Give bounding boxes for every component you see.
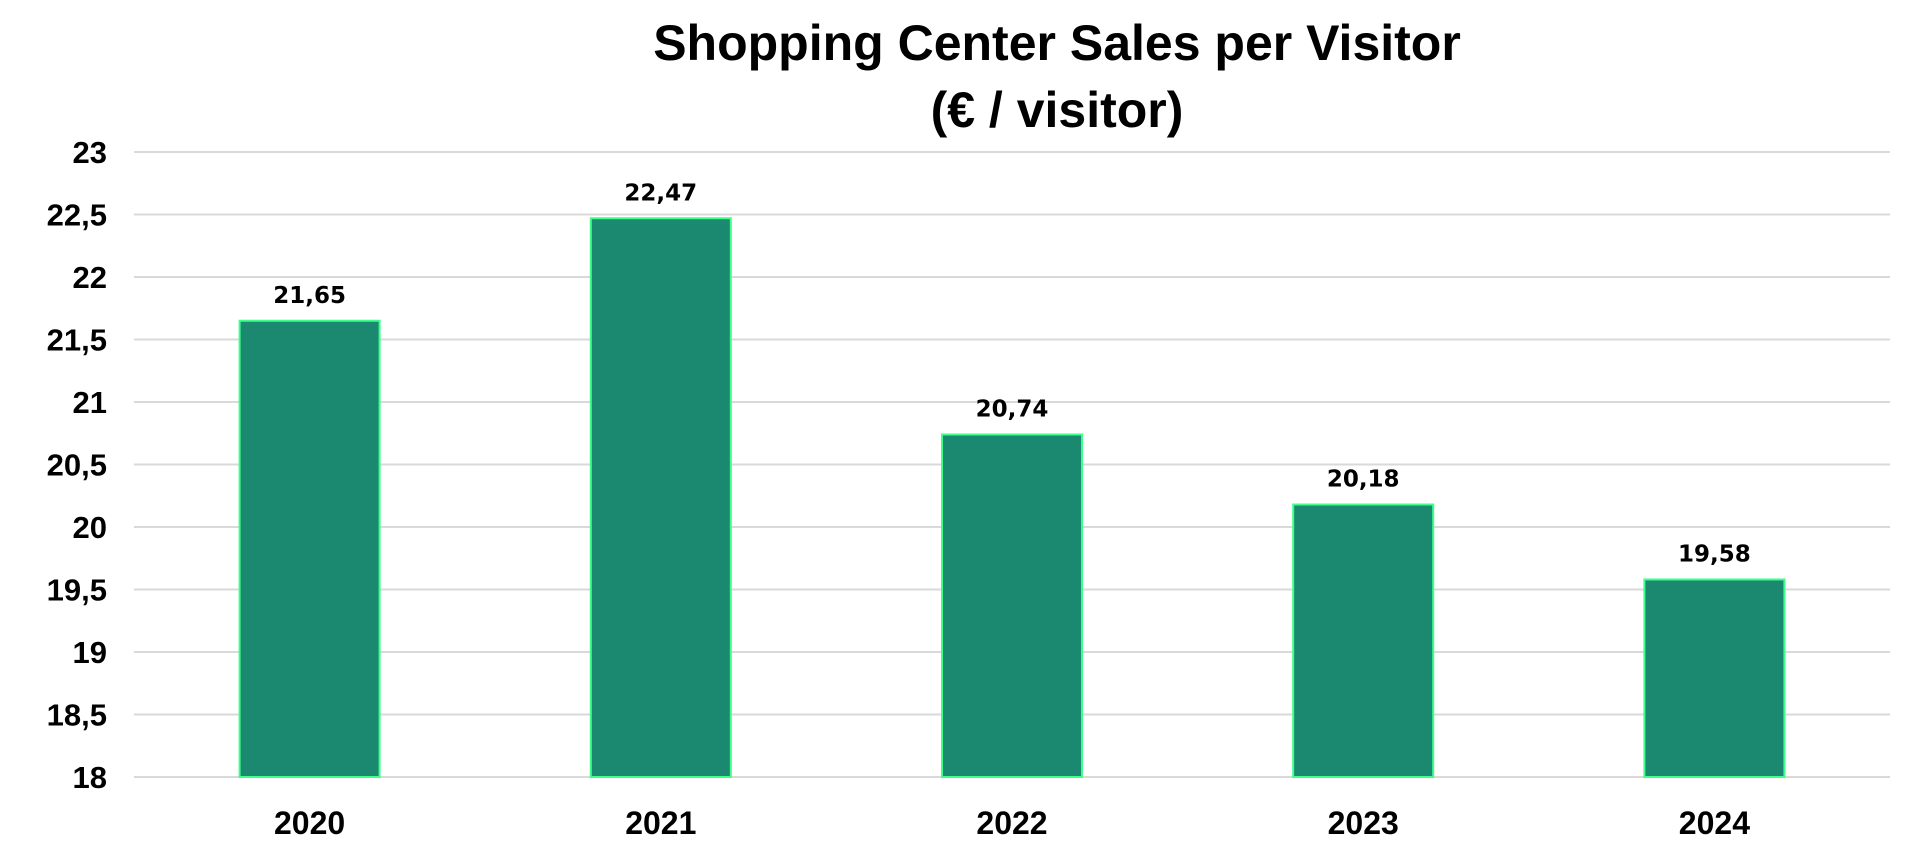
y-tick-label: 20 (73, 510, 107, 545)
y-tick-label: 21,5 (47, 323, 107, 358)
y-tick-label: 22 (73, 260, 107, 295)
data-label: 20,74 (976, 397, 1049, 423)
x-axis-ticks: 2020 2021 2022 2023 2024 (274, 805, 1750, 841)
x-tick-label: 2020 (274, 805, 345, 841)
bar-2022 (941, 433, 1083, 778)
data-label: 21,65 (273, 283, 346, 309)
data-label: 22,47 (624, 180, 697, 206)
y-tick-label: 18,5 (47, 698, 107, 733)
y-tick-label: 20,5 (47, 448, 107, 483)
x-tick-label: 2022 (976, 805, 1047, 841)
x-tick-label: 2021 (625, 805, 696, 841)
data-labels: 21,65 22,47 20,74 20,18 19,58 (273, 180, 1751, 567)
data-label: 20,18 (1327, 467, 1400, 493)
chart-title-line-2: (€ / visitor) (931, 82, 1184, 138)
y-tick-label: 19,5 (47, 573, 107, 608)
bar-2021 (589, 217, 732, 778)
y-tick-label: 19 (73, 635, 107, 670)
chart-title-line-1: Shopping Center Sales per Visitor (653, 15, 1461, 71)
y-axis-ticks: 18 18,5 19 19,5 20 20,5 21 21,5 22 22,5 23 (47, 135, 107, 795)
x-tick-label: 2023 (1328, 805, 1399, 841)
bars (238, 217, 1786, 778)
y-tick-label: 18 (73, 760, 107, 795)
y-tick-label: 22,5 (47, 198, 107, 233)
y-tick-label: 23 (73, 135, 107, 170)
y-tick-label: 21 (73, 385, 107, 420)
bar-2020 (238, 319, 381, 778)
bar-2024 (1643, 578, 1786, 778)
bar-2023 (1292, 503, 1435, 778)
data-label: 19,58 (1678, 542, 1751, 568)
x-tick-label: 2024 (1679, 805, 1750, 841)
